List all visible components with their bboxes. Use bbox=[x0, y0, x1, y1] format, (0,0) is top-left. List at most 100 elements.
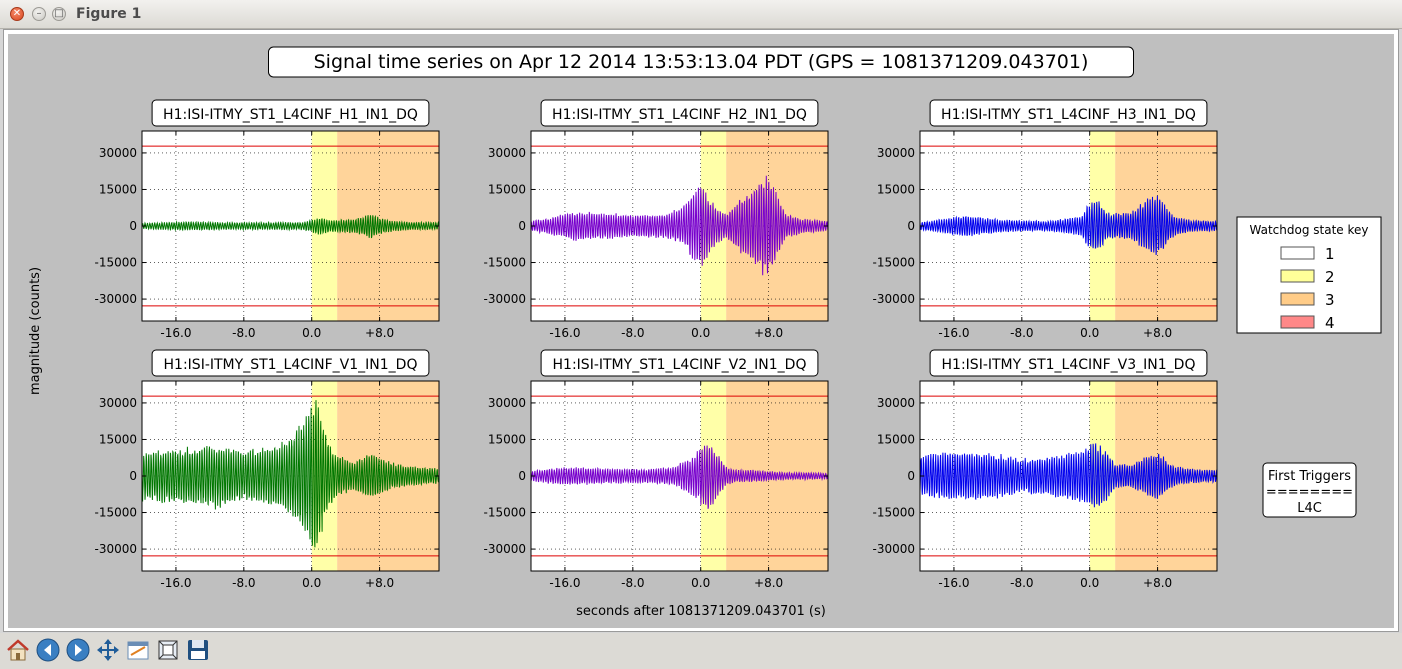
legend-label-3: 3 bbox=[1325, 291, 1335, 309]
suptitle-box bbox=[268, 46, 1134, 78]
forward-button[interactable] bbox=[64, 636, 92, 664]
arrow-left-icon bbox=[36, 638, 60, 662]
y-tick-label: 30000 bbox=[99, 396, 137, 410]
save-button[interactable] bbox=[184, 636, 212, 664]
y-tick-label: -30000 bbox=[872, 292, 915, 306]
subplot-4: -16.0 -8.0 0.0 +8.0 -30000 -15000 0 15000 30000 H… bbox=[94, 349, 440, 590]
figure-title: Signal time series on Apr 12 2014 13:53:… bbox=[314, 51, 1089, 73]
subplot-5: -16.0 -8.0 0.0 +8.0 -30000 -15000 0 15000 30000 H… bbox=[483, 349, 829, 590]
watchdog-legend: Watchdog state key 1 2 3 4 bbox=[1236, 216, 1382, 334]
x-tick-label: 0.0 bbox=[302, 576, 321, 590]
y-tick-label: -30000 bbox=[94, 542, 137, 556]
x-tick-label: 0.0 bbox=[691, 326, 710, 340]
subplot-1: -16.0 -8.0 0.0 +8.0 -30000 -15000 0 15000 30000 H… bbox=[94, 99, 440, 340]
x-tick-label: -16.0 bbox=[549, 576, 580, 590]
edit-icon bbox=[158, 640, 178, 660]
y-tick-label: -30000 bbox=[872, 542, 915, 556]
triggers-separator: ======== bbox=[1266, 485, 1353, 500]
subplot-6: -16.0 -8.0 0.0 +8.0 -30000 -15000 0 15000 30000 H… bbox=[872, 349, 1218, 590]
y-tick-label: 30000 bbox=[99, 146, 137, 160]
arrow-right-icon bbox=[66, 638, 90, 662]
x-tick-label: 0.0 bbox=[1080, 576, 1099, 590]
subplot-title: H1:ISI-ITMY_ST1_L4CINF_V2_IN1_DQ bbox=[553, 357, 807, 373]
y-tick-label: -15000 bbox=[94, 256, 137, 270]
y-tick-label: -30000 bbox=[94, 292, 137, 306]
x-tick-label: +8.0 bbox=[754, 576, 783, 590]
x-tick-label: -16.0 bbox=[938, 326, 969, 340]
y-tick-label: -30000 bbox=[483, 542, 526, 556]
figure-canvas[interactable]: Signal time series on Apr 12 2014 13:53:… bbox=[8, 34, 1394, 628]
x-tick-label: 0.0 bbox=[302, 326, 321, 340]
legend-label-4: 4 bbox=[1325, 314, 1335, 332]
y-tick-label: 30000 bbox=[488, 396, 526, 410]
first-triggers-box: First Triggers========L4C bbox=[1262, 462, 1357, 518]
legend-label-2: 2 bbox=[1325, 268, 1335, 286]
maximize-window-button[interactable]: □ bbox=[52, 7, 66, 21]
x-tick-label: +8.0 bbox=[754, 326, 783, 340]
minimize-window-button[interactable]: – bbox=[32, 7, 46, 21]
y-tick-label: 30000 bbox=[877, 396, 915, 410]
subplot-title-box bbox=[151, 99, 430, 127]
y-tick-label: 0 bbox=[907, 469, 915, 483]
subplot-title-box bbox=[151, 349, 430, 377]
save-icon bbox=[188, 640, 208, 660]
legend-swatch-3 bbox=[1280, 292, 1315, 306]
y-tick-label: 15000 bbox=[877, 182, 915, 196]
signal-trace bbox=[141, 214, 440, 239]
back-button[interactable] bbox=[34, 636, 62, 664]
y-tick-label: 15000 bbox=[488, 432, 526, 446]
signal-trace bbox=[919, 443, 1218, 508]
x-tick-label: -16.0 bbox=[549, 326, 580, 340]
x-tick-label: +8.0 bbox=[1143, 326, 1172, 340]
y-tick-label: 30000 bbox=[877, 146, 915, 160]
y-tick-label: 15000 bbox=[99, 432, 137, 446]
subplot-title-box bbox=[540, 99, 819, 127]
x-tick-label: -8.0 bbox=[232, 326, 255, 340]
state-region-2 bbox=[311, 131, 338, 321]
y-tick-label: -15000 bbox=[483, 506, 526, 520]
legend-swatch-1 bbox=[1280, 246, 1315, 260]
y-tick-label: 0 bbox=[518, 219, 526, 233]
signal-trace bbox=[530, 175, 829, 276]
x-tick-label: +8.0 bbox=[365, 326, 394, 340]
subplot-title: H1:ISI-ITMY_ST1_L4CINF_V1_IN1_DQ bbox=[164, 357, 418, 373]
configure-button[interactable] bbox=[124, 636, 152, 664]
pan-icon bbox=[97, 639, 119, 661]
x-tick-label: -8.0 bbox=[621, 326, 644, 340]
y-tick-label: 0 bbox=[518, 469, 526, 483]
y-tick-label: 15000 bbox=[99, 182, 137, 196]
x-tick-label: -8.0 bbox=[1010, 576, 1033, 590]
subplot-title: H1:ISI-ITMY_ST1_L4CINF_H1_IN1_DQ bbox=[163, 107, 418, 123]
subplot-2: -16.0 -8.0 0.0 +8.0 -30000 -15000 0 15000 30000 H… bbox=[483, 99, 829, 340]
y-tick-label: 15000 bbox=[488, 182, 526, 196]
subplot-title-box bbox=[929, 99, 1208, 127]
subplot-title: H1:ISI-ITMY_ST1_L4CINF_V3_IN1_DQ bbox=[942, 357, 1196, 373]
subplot-title-box bbox=[540, 349, 819, 377]
subplot-3: -16.0 -8.0 0.0 +8.0 -30000 -15000 0 15000 30000 H… bbox=[872, 99, 1218, 340]
pan-button[interactable] bbox=[94, 636, 122, 664]
signal-trace bbox=[141, 400, 440, 548]
close-window-button[interactable]: ✕ bbox=[10, 7, 24, 21]
edit-button[interactable] bbox=[154, 636, 182, 664]
signal-trace bbox=[919, 195, 1218, 256]
y-tick-label: -15000 bbox=[872, 256, 915, 270]
x-tick-label: 0.0 bbox=[1080, 326, 1099, 340]
triggers-title: First Triggers bbox=[1268, 469, 1351, 484]
x-tick-label: -8.0 bbox=[621, 576, 644, 590]
window-titlebar: ✕ – □ Figure 1 bbox=[0, 0, 1402, 29]
x-tick-label: 0.0 bbox=[691, 576, 710, 590]
navigation-toolbar bbox=[0, 633, 1402, 669]
y-tick-label: 0 bbox=[129, 219, 137, 233]
configure-icon bbox=[127, 641, 149, 660]
signal-trace bbox=[530, 445, 829, 509]
x-tick-label: +8.0 bbox=[1143, 576, 1172, 590]
home-icon bbox=[7, 639, 29, 661]
legend-swatch-4 bbox=[1280, 315, 1315, 329]
home-button[interactable] bbox=[4, 636, 32, 664]
y-tick-label: 0 bbox=[129, 469, 137, 483]
y-tick-label: -15000 bbox=[483, 256, 526, 270]
triggers-value: L4C bbox=[1297, 501, 1322, 516]
y-tick-label: 15000 bbox=[877, 432, 915, 446]
y-tick-label: 0 bbox=[907, 219, 915, 233]
legend-title: Watchdog state key bbox=[1250, 223, 1369, 237]
